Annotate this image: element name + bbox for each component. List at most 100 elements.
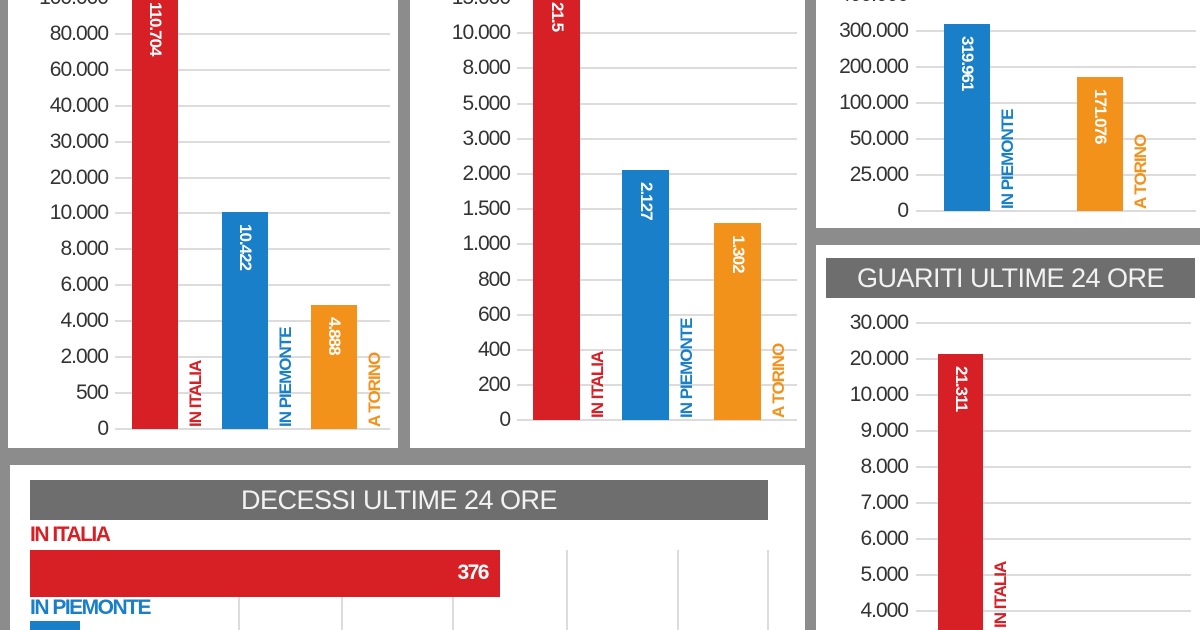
gridline	[916, 502, 1191, 504]
y-tick-label: 0	[97, 416, 109, 440]
bar-in-piemonte	[944, 23, 990, 211]
y-tick-label: 4.000	[860, 599, 909, 622]
bar-a-torino	[1077, 77, 1123, 211]
bar-in-piemonte	[222, 211, 268, 429]
gridline	[767, 550, 769, 630]
gridline	[517, 32, 797, 35]
gridline	[517, 67, 797, 70]
y-tick-label: 8.000	[860, 455, 909, 478]
decessi-title: DECESSI ULTIME 24 ORE	[30, 480, 768, 520]
y-tick-label: 10.000	[849, 383, 909, 406]
bar-value-label: 2.127	[636, 181, 656, 220]
gridline	[916, 102, 1196, 104]
y-tick-label: 9.000	[860, 419, 909, 442]
panel-chart-1: 100.000 80.000 60.000 40.000 30.000 20.000 10.…	[8, 0, 398, 448]
gridline	[517, 419, 797, 422]
bar-value-label: 376	[457, 561, 489, 584]
y-tick-label: 10.000	[451, 21, 511, 45]
gridline	[517, 102, 797, 105]
y-tick-label: 60.000	[49, 57, 109, 81]
bar-value-label: 319.961	[958, 35, 977, 91]
bar-value-label: 110.704	[146, 2, 165, 56]
bar-a-torino	[714, 223, 761, 421]
gridline	[916, 30, 1196, 32]
gridline	[916, 430, 1191, 432]
y-tick-label: 500	[75, 380, 109, 404]
y-tick-label: 3.000	[462, 126, 511, 150]
y-tick-label: 30.000	[49, 129, 109, 153]
y-tick-label: 400.000	[816, 0, 909, 7]
gridline	[677, 550, 679, 630]
y-tick-label: 300.000	[839, 19, 909, 42]
gridline	[916, 358, 1191, 360]
bar-value-label: 21.311	[951, 366, 971, 412]
gridline	[115, 427, 390, 430]
y-tick-label: 200	[477, 373, 511, 397]
category-label: A TORINO	[365, 352, 384, 427]
panel-chart-3: 400.000 300.000 200.000 100.000 50.000 25.000…	[816, 0, 1200, 228]
category-label: IN ITALIA	[991, 561, 1010, 628]
y-tick-label: 25.000	[849, 163, 909, 186]
y-tick-label: 20.000	[49, 165, 109, 189]
gridline	[916, 466, 1191, 468]
bar-value-label: 21.5	[547, 2, 567, 32]
y-tick-label: 5.000	[860, 563, 909, 586]
bar-value-label: 1.302	[728, 235, 748, 273]
y-tick-label: 40.000	[49, 93, 109, 117]
y-tick-label: 6.000	[60, 273, 109, 297]
gridline	[916, 210, 1196, 212]
gridline	[916, 66, 1196, 68]
category-label: IN ITALIA	[186, 360, 205, 427]
bar-value-label: 10.422	[236, 223, 255, 270]
category-label: IN PIEMONTE	[677, 318, 696, 419]
gridline	[115, 68, 390, 71]
category-label: IN PIEMONTE	[276, 327, 295, 427]
y-tick-label: 20.000	[849, 347, 909, 370]
gridline	[115, 32, 390, 35]
bar-in-piemonte	[622, 169, 669, 421]
y-tick-label: 0	[897, 199, 909, 222]
gridline	[916, 538, 1191, 540]
y-tick-label: 1.500	[462, 197, 511, 221]
bar-in-piemonte	[30, 621, 80, 630]
guariti-title: GUARITI ULTIME 24 ORE	[826, 258, 1195, 298]
panel-decessi: DECESSI ULTIME 24 ORE IN ITALIA 376 IN PIE…	[10, 465, 805, 630]
gridline	[916, 394, 1191, 396]
y-tick-label: 6.000	[860, 527, 909, 550]
gridline	[566, 550, 568, 630]
bar-a-torino	[311, 305, 357, 429]
category-label: A TORINO	[1131, 134, 1150, 209]
y-tick-label: 200.000	[839, 55, 909, 78]
gridline	[115, 176, 390, 179]
y-tick-label: 2.000	[462, 162, 511, 185]
bar-in-italia	[533, 0, 580, 421]
bar-in-italia	[132, 0, 178, 429]
gridline	[916, 574, 1191, 576]
y-tick-label: 100.000	[8, 0, 109, 10]
panel-guariti: GUARITI ULTIME 24 ORE 30.000 20.000 10.000…	[816, 245, 1200, 630]
gridline	[916, 138, 1196, 140]
y-tick-label: 7.000	[860, 491, 909, 514]
gridline	[115, 104, 390, 107]
bar-in-italia: 376	[30, 550, 500, 597]
y-tick-label: 5.000	[462, 91, 511, 115]
y-tick-label: 50.000	[849, 127, 909, 150]
bar-in-italia	[938, 354, 983, 630]
y-tick-label: 10.000	[49, 201, 109, 225]
y-tick-label: 800	[477, 267, 511, 291]
y-tick-label: 8.000	[60, 237, 109, 261]
y-tick-label: 0	[499, 408, 511, 432]
y-tick-label: 15.000	[410, 0, 511, 10]
category-label: IN PIEMONTE	[998, 109, 1017, 209]
y-tick-label: 2.000	[60, 345, 109, 368]
gridline	[916, 610, 1191, 612]
y-tick-label: 1.000	[462, 232, 511, 256]
y-tick-label: 600	[477, 302, 511, 326]
y-tick-label: 8.000	[462, 56, 511, 80]
panel-chart-2: 15.000 10.000 8.000 5.000 3.000 2.000 1.500 1.0…	[410, 0, 805, 448]
category-label: IN PIEMONTE	[30, 596, 152, 619]
category-label: A TORINO	[769, 344, 788, 419]
gridline	[115, 140, 390, 143]
y-tick-label: 80.000	[49, 21, 109, 45]
y-tick-label: 4.000	[60, 309, 109, 333]
